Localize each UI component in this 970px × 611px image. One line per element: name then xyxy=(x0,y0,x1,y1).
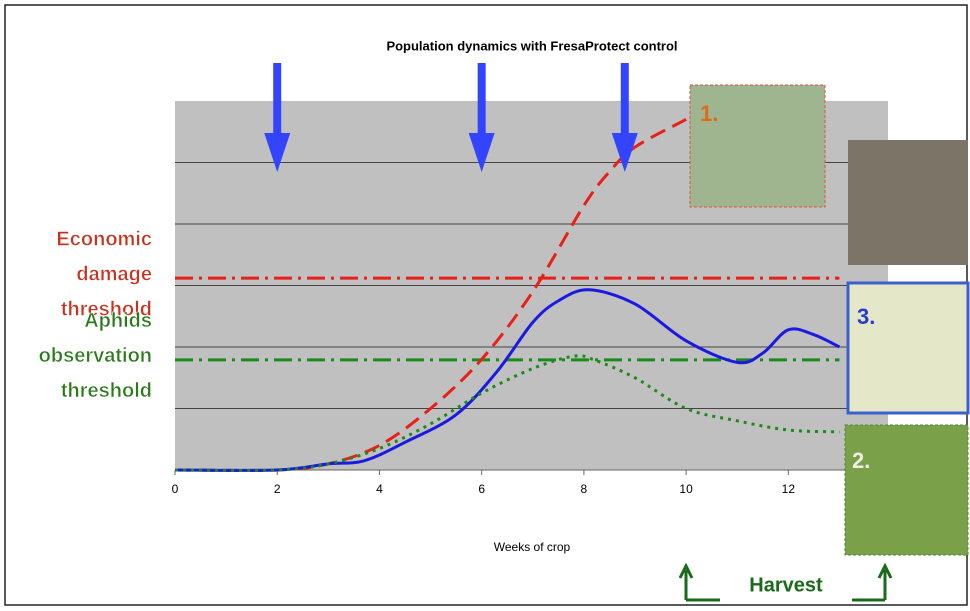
photo xyxy=(846,281,970,415)
spray-arrow xyxy=(264,63,291,172)
x-tick-label: 10 xyxy=(679,482,693,496)
threshold-label: threshold xyxy=(61,298,152,320)
harvest-label: Harvest xyxy=(749,574,823,596)
photo xyxy=(844,424,969,556)
threshold-label: threshold xyxy=(61,380,152,402)
photo xyxy=(848,140,968,265)
threshold-label: Aphids xyxy=(84,310,152,332)
threshold-label: Economic xyxy=(56,228,152,250)
photo-label: 2. xyxy=(852,448,870,473)
x-tick-label: 8 xyxy=(581,482,588,496)
x-tick-label: 12 xyxy=(782,482,796,496)
photo-label: 1. xyxy=(700,101,718,126)
threshold-label: damage xyxy=(76,263,152,285)
series-line xyxy=(174,288,841,472)
series-line xyxy=(174,354,840,472)
bracket xyxy=(678,562,720,602)
x-tick-label: 2 xyxy=(274,482,281,496)
harvest-bracket xyxy=(678,562,893,602)
x-tick-label: 6 xyxy=(478,482,485,496)
spray-arrow xyxy=(468,63,495,172)
spray-arrow xyxy=(611,63,638,172)
photos: 1. 2. 3. xyxy=(689,84,970,556)
x-axis-label: Weeks of crop xyxy=(494,540,571,554)
x-tick-label: 0 xyxy=(172,482,179,496)
photo xyxy=(689,84,826,208)
photo-label: 3. xyxy=(857,304,875,329)
chart-title: Population dynamics with FresaProtect co… xyxy=(386,38,677,53)
bracket xyxy=(852,562,893,602)
threshold-label: observation xyxy=(39,345,152,367)
x-tick-label: 4 xyxy=(376,482,383,496)
